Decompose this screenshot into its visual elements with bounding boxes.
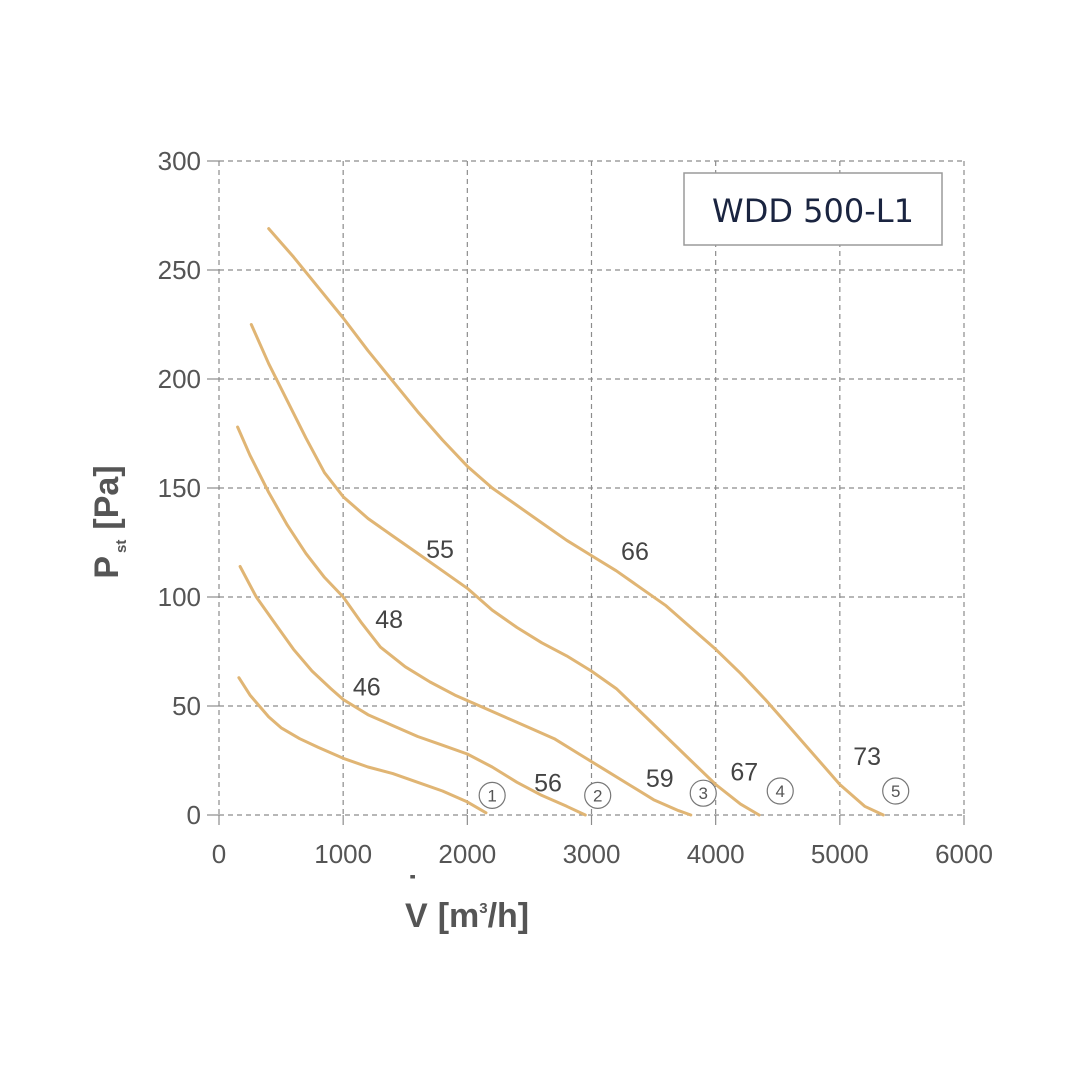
y-tick-label: 50 <box>172 691 201 721</box>
y-axis-subscript: st <box>113 540 130 553</box>
curve-annotation: 55 <box>426 536 454 564</box>
curve-annotation: 56 <box>534 769 562 797</box>
x-tick-label: 4000 <box>687 839 745 869</box>
chart-title: WDD 500-L1 <box>712 192 914 230</box>
y-tick-label: 100 <box>158 582 201 612</box>
y-axis-title: Pst [Pa] <box>88 465 130 578</box>
x-axis-superscript: 3 <box>479 900 487 917</box>
y-axis-symbol: P <box>88 556 126 579</box>
y-tick-label: 0 <box>187 800 201 830</box>
end-marker-circle <box>766 777 794 805</box>
series-end-marker: 2 <box>584 781 612 809</box>
x-axis-unit: [m <box>438 897 480 935</box>
chart-title-box: WDD 500-L1 <box>683 172 943 246</box>
curve-annotation: 73 <box>853 743 881 771</box>
series-line-2 <box>238 565 587 817</box>
x-tick-label: 3000 <box>563 839 621 869</box>
x-axis-title: V [m3/h] ˙ <box>405 870 529 935</box>
series-end-marker: 1 <box>478 781 506 809</box>
end-marker-circle <box>689 779 717 807</box>
series-end-marker: 4 <box>766 777 794 805</box>
svg-text:Pst[Pa]: Pst [Pa] <box>88 465 130 578</box>
series-line-1 <box>237 676 488 815</box>
x-tick-label: 6000 <box>935 839 993 869</box>
x-tick-label: 2000 <box>438 839 496 869</box>
series-end-marker: 3 <box>689 779 717 807</box>
x-tick-label: 5000 <box>811 839 869 869</box>
curve-annotation: 48 <box>375 606 403 634</box>
curve-annotation: 67 <box>730 758 758 786</box>
series-end-marker: 5 <box>882 777 910 805</box>
y-tick-label: 150 <box>158 473 201 503</box>
svg-text:V[m3/h]: V [m3/h] <box>405 897 529 935</box>
axes: 0 1000 2000 3000 4000 5000 6000 0 50 100 150 200 250… <box>158 146 993 869</box>
y-tick-label: 300 <box>158 146 201 176</box>
end-marker-number: 1 <box>487 786 496 805</box>
curve-annotation: 59 <box>646 765 674 793</box>
annotations: 46 48 55 66 56 59 67 73 1 2 3 4 5 <box>353 536 910 809</box>
end-marker-number: 2 <box>593 786 602 805</box>
curve-annotation: 66 <box>621 538 649 566</box>
y-axis-unit: [Pa] <box>88 465 126 529</box>
x-axis-unit-tail: /h] <box>488 897 530 935</box>
x-tick-label: 1000 <box>314 839 372 869</box>
series-line-3 <box>236 425 693 817</box>
x-axis-dot: ˙ <box>407 870 418 908</box>
end-marker-number: 4 <box>775 782 784 801</box>
end-marker-circle <box>882 777 910 805</box>
series-line-4 <box>249 323 761 817</box>
curve-annotation: 46 <box>353 673 381 701</box>
end-marker-number: 5 <box>891 782 900 801</box>
grid <box>218 160 965 816</box>
end-marker-number: 3 <box>699 784 708 803</box>
end-marker-circle <box>584 781 612 809</box>
end-marker-circle <box>478 781 506 809</box>
y-tick-label: 250 <box>158 255 201 285</box>
x-tick-label: 0 <box>212 839 226 869</box>
series-lines <box>236 227 885 817</box>
x-axis-symbol: V <box>405 897 428 935</box>
y-tick-label: 200 <box>158 364 201 394</box>
series-line-5 <box>267 227 885 817</box>
